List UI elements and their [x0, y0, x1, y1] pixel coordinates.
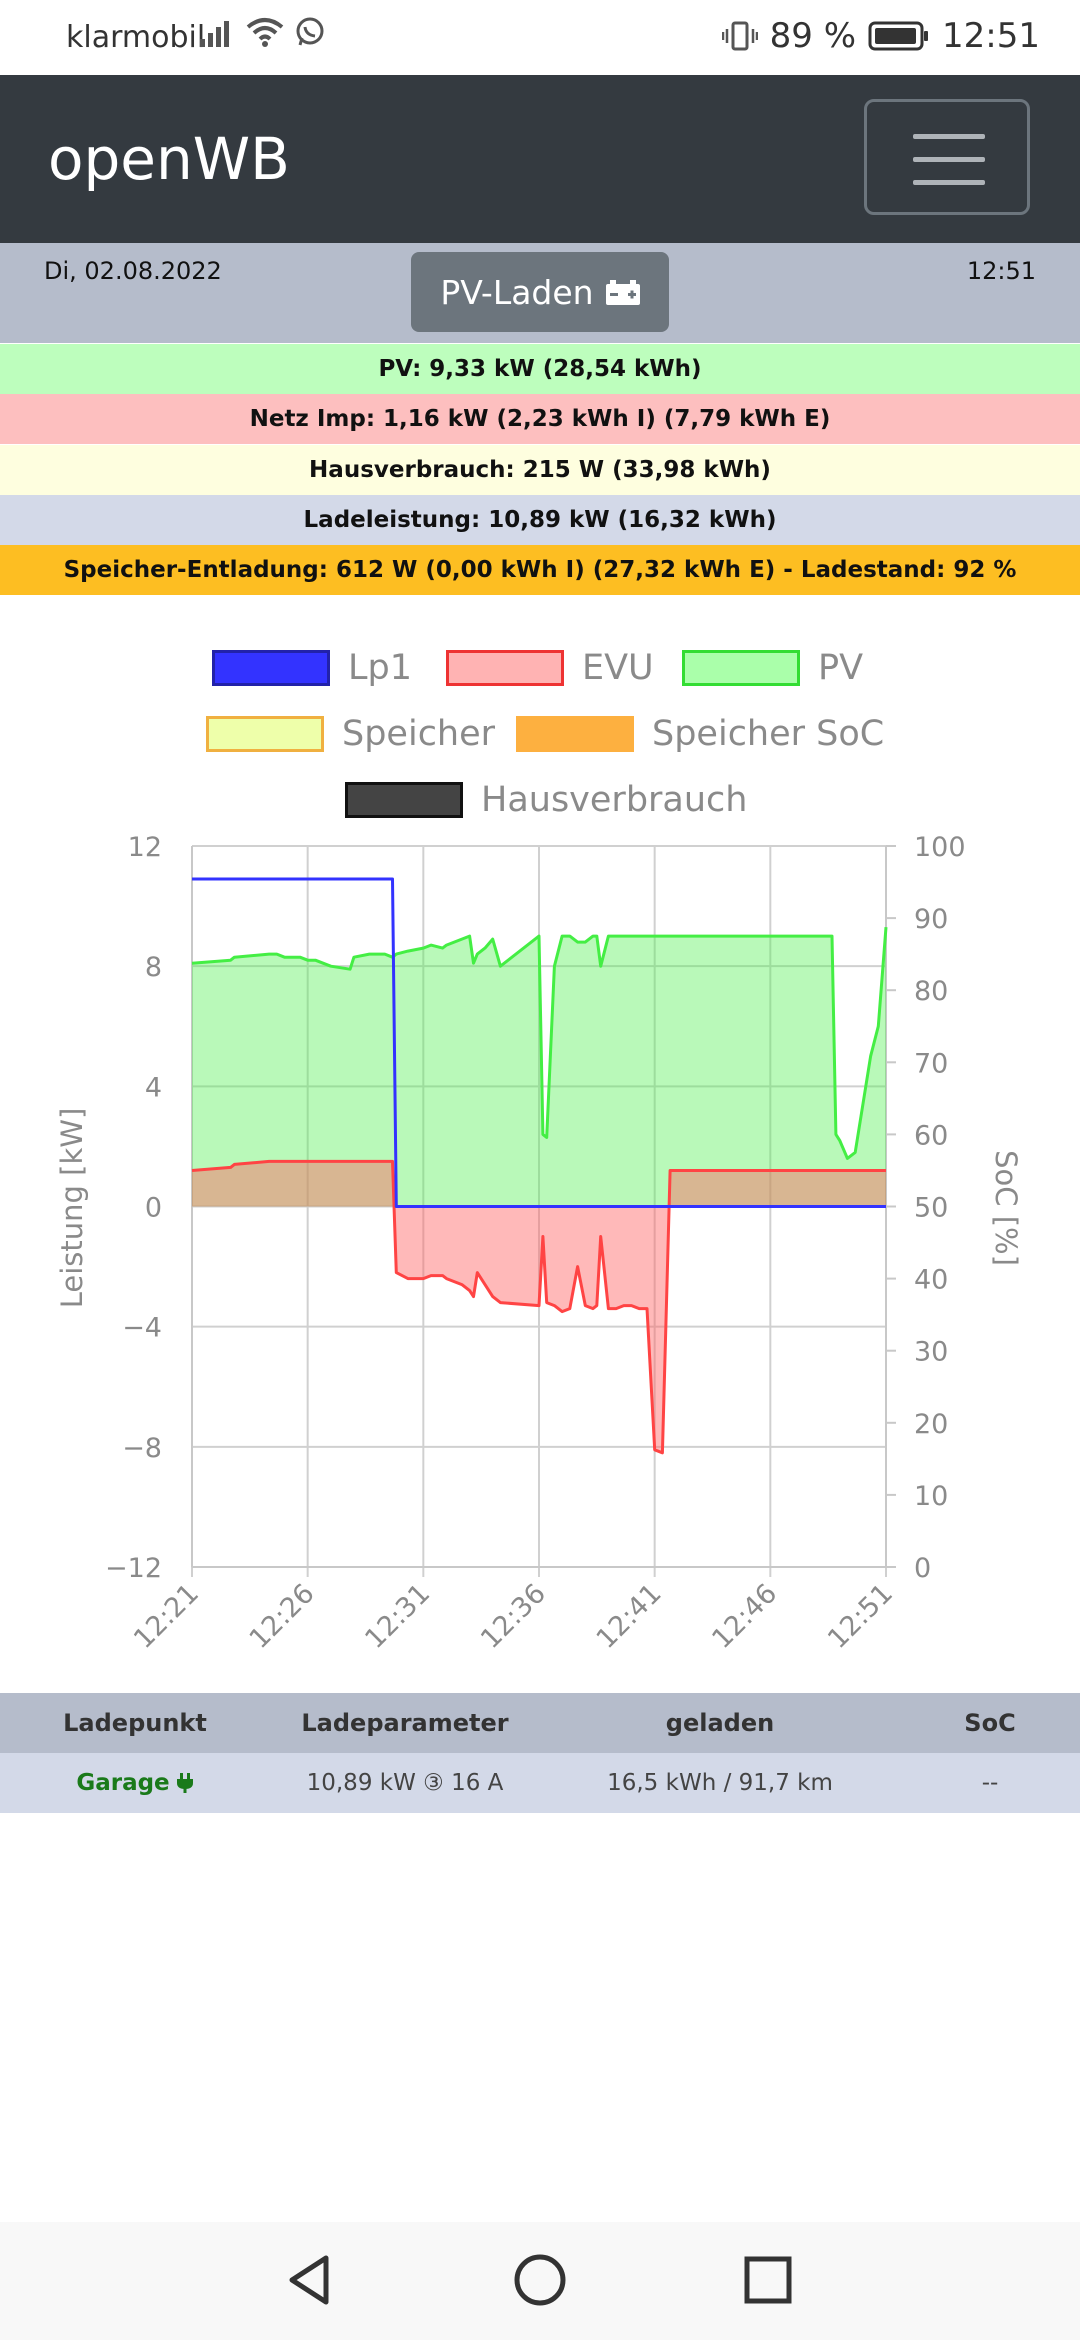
table-row[interactable]: Garage 10,89 kW ③ 16 A 16,5 kWh / 91,7 k…: [0, 1753, 1080, 1813]
soc-value: --: [981, 1770, 999, 1796]
charge-mode-label: PV-Laden: [440, 272, 594, 312]
legend-swatch: [345, 782, 463, 818]
legend-label: Hausverbrauch: [481, 780, 748, 820]
legend-label: EVU: [582, 648, 654, 688]
y2-tick-label: 100: [914, 832, 966, 863]
legend-swatch: [682, 650, 800, 686]
legend-pv[interactable]: PV: [682, 648, 863, 688]
carrier-name: klarmobil: [66, 20, 206, 55]
x-tick-label: 12:31: [359, 1578, 436, 1655]
y2-tick-label: 50: [914, 1193, 948, 1224]
chargepoint-table: Ladepunkt Ladeparameter geladen SoC Gara…: [0, 1693, 1080, 1813]
x-tick-label: 12:36: [475, 1578, 552, 1655]
legend-label: Speicher SoC: [652, 714, 885, 754]
legend-label: Speicher: [342, 714, 496, 754]
chart-lines: [191, 877, 888, 1455]
legend-speicher-soc[interactable]: Speicher SoC: [516, 714, 884, 754]
y-tick-label: −4: [122, 1313, 162, 1344]
table-header: Ladepunkt Ladeparameter geladen SoC: [0, 1693, 1080, 1753]
battery-percent: 89 %: [769, 16, 857, 56]
legend-swatch: [446, 650, 564, 686]
y2-tick-label: 70: [914, 1048, 948, 1079]
x-tick-label: 12:26: [244, 1578, 321, 1655]
battery-charge-icon: [605, 280, 640, 305]
back-icon[interactable]: [280, 2250, 340, 2310]
y-tick-label: 0: [145, 1193, 162, 1224]
plug-icon: [176, 1773, 193, 1793]
battery-icon: [868, 21, 929, 51]
date-label: Di, 02.08.2022: [44, 257, 222, 285]
y-tick-label: −12: [105, 1553, 162, 1584]
x-tick-label: 12:51: [822, 1578, 899, 1655]
y2-tick-label: 20: [914, 1409, 948, 1440]
hamburger-icon: [913, 134, 985, 139]
legend-swatch: [516, 716, 634, 752]
y2-tick-label: 90: [914, 904, 948, 935]
y2-axis-label: SoC [%]: [989, 1150, 1023, 1266]
y2-tick-label: 80: [914, 976, 948, 1007]
y2-tick-label: 60: [914, 1120, 948, 1151]
x-tick-label: 12:41: [591, 1578, 668, 1655]
status-bar: klarmobil 89 % 12:51: [0, 0, 1080, 75]
chargepoint-name[interactable]: Garage: [0, 1753, 270, 1813]
chargepoint-label: Garage: [76, 1770, 170, 1796]
stat-pv: PV: 9,33 kW (28,54 kWh): [0, 344, 1080, 394]
legend-label: PV: [818, 648, 864, 688]
charge-mode-button[interactable]: PV-Laden: [411, 252, 669, 332]
clock: 12:51: [942, 16, 1040, 56]
legend-swatch: [212, 650, 330, 686]
header-bar: Di, 02.08.2022 PV-Laden 12:51: [0, 243, 1080, 343]
chart-grid: [191, 845, 887, 1577]
menu-button[interactable]: [864, 99, 1030, 215]
header-soc: SoC: [964, 1709, 1016, 1737]
series-area-evu: [192, 1161, 886, 1453]
charged-amount: 16,5 kWh / 91,7 km: [607, 1770, 833, 1796]
stat-netz: Netz Imp: 1,16 kW (2,23 kWh I) (7,79 kWh…: [0, 394, 1080, 444]
system-nav-bar: [0, 2222, 1080, 2340]
legend-speicher[interactable]: Speicher: [206, 714, 495, 754]
stat-ladeleistung: Ladeleistung: 10,89 kW (16,32 kWh): [0, 495, 1080, 545]
series-line-pv: [191, 926, 888, 1160]
charge-parameter: 10,89 kW ③ 16 A: [306, 1770, 504, 1796]
y-tick-label: 8: [145, 952, 162, 983]
x-tick-label: 12:46: [706, 1578, 783, 1655]
y2-tick-label: 10: [914, 1481, 948, 1512]
legend-evu[interactable]: EVU: [446, 648, 654, 688]
legend-lp1[interactable]: Lp1: [212, 648, 412, 688]
home-icon[interactable]: [510, 2250, 570, 2310]
whatsapp-icon: [296, 17, 324, 46]
series-area-pv: [192, 927, 886, 1207]
time-label: 12:51: [966, 257, 1036, 285]
legend-hausverbrauch[interactable]: Hausverbrauch: [345, 780, 747, 820]
header-geladen: geladen: [665, 1709, 775, 1737]
recents-icon[interactable]: [738, 2250, 798, 2310]
y2-tick-label: 30: [914, 1337, 948, 1368]
y2-tick-label: 0: [914, 1553, 931, 1584]
x-tick-label: 12:21: [128, 1578, 205, 1655]
y2-tick-label: 40: [914, 1265, 948, 1296]
header-ladepunkt: Ladepunkt: [63, 1709, 207, 1737]
header-ladeparameter: Ladeparameter: [301, 1709, 509, 1737]
y-tick-label: 4: [145, 1072, 162, 1103]
y-tick-label: −8: [122, 1433, 162, 1464]
legend-label: Lp1: [348, 648, 412, 688]
stat-speicher: Speicher-Entladung: 612 W (0,00 kWh I) (…: [0, 545, 1080, 595]
app-navbar: openWB: [0, 75, 1080, 243]
y-axis-label: Leistung [kW]: [55, 1108, 89, 1309]
wifi-icon: [246, 18, 284, 47]
vibrate-icon: [721, 21, 758, 51]
y-tick-label: 12: [128, 832, 162, 863]
chart-areas: [192, 927, 886, 1453]
legend-swatch: [206, 716, 324, 752]
signal-icon: [200, 21, 229, 47]
series-line-evu: [191, 1159, 886, 1455]
series-line-lp1: [192, 877, 886, 1208]
stat-hausverbrauch: Hausverbrauch: 215 W (33,98 kWh): [0, 445, 1080, 495]
brand-title[interactable]: openWB: [48, 125, 290, 193]
